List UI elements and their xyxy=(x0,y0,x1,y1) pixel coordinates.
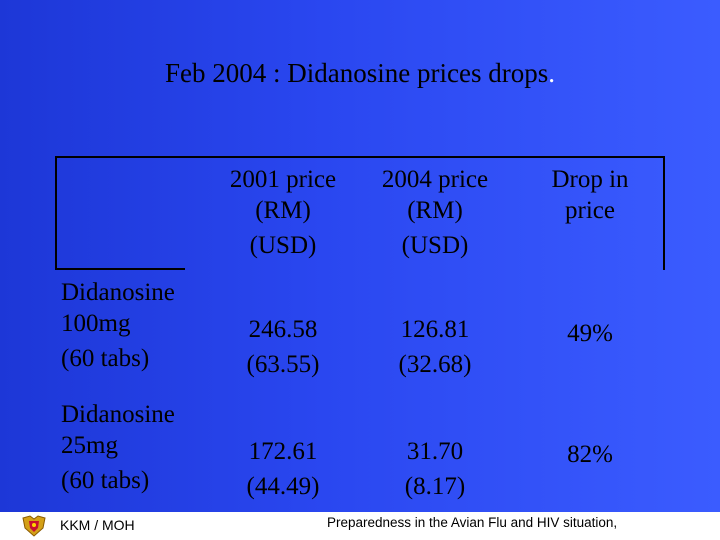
header-2001-line3: (USD) xyxy=(249,232,317,259)
price-table: 2001 price (RM) (USD) 2004 price (RM) (U… xyxy=(55,156,665,516)
row-1-2001-usd: (63.55) xyxy=(246,351,320,378)
header-drop-line1: Drop in xyxy=(551,166,629,193)
header-2004-line3: (USD) xyxy=(401,232,469,259)
table-top-border xyxy=(55,156,665,158)
row-2-2001-price: 172.61 (44.49) xyxy=(203,436,363,502)
row-2-drug-name: Didanosine 25mg (60 tabs) xyxy=(61,399,201,496)
row-1-name-line2: 100mg xyxy=(61,310,131,337)
row-2-drop: 82% xyxy=(510,439,670,470)
row-1-2004-usd: (32.68) xyxy=(398,351,472,378)
row-2-2004-price: 31.70 (8.17) xyxy=(355,436,515,502)
row-1-drop: 49% xyxy=(510,318,670,349)
header-bottom-border xyxy=(55,268,185,270)
row-2-2001-usd: (44.49) xyxy=(246,473,320,500)
header-2004-line2: (RM) xyxy=(407,197,463,224)
header-2001-line1: 2001 price xyxy=(229,166,337,193)
header-2004-line1: 2004 price xyxy=(381,166,489,193)
table-right-border xyxy=(663,156,665,270)
row-1-2004-price: 126.81 (32.68) xyxy=(355,314,515,380)
title-dot: . xyxy=(548,58,555,88)
header-drop-line2: price xyxy=(565,197,615,224)
row-1-name-line1: Didanosine xyxy=(61,279,175,306)
row-2-name-line1: Didanosine xyxy=(61,401,175,428)
row-2-2004-usd: (8.17) xyxy=(404,473,466,500)
org-label: KKM / MOH xyxy=(60,517,135,533)
header-2001-line2: (RM) xyxy=(255,197,311,224)
header-2001-price: 2001 price (RM) (USD) xyxy=(203,164,363,261)
slide-title: Feb 2004 : Didanosine prices drops. xyxy=(0,56,720,90)
footer-bar: KKM / MOH Preparedness in the Avian Flu … xyxy=(0,512,720,540)
row-1-2001-rm: 246.58 xyxy=(248,316,318,343)
title-text: Feb 2004 : Didanosine prices drops xyxy=(165,58,549,88)
footer-caption: Preparedness in the Avian Flu and HIV si… xyxy=(327,515,618,530)
row-2-drop-value: 82% xyxy=(567,441,613,468)
table-left-border xyxy=(55,156,57,270)
row-2-name-line3: (60 tabs) xyxy=(61,467,150,494)
row-2-2004-rm: 31.70 xyxy=(406,438,464,465)
row-1-2004-rm: 126.81 xyxy=(400,316,470,343)
row-2-name-line2: 25mg xyxy=(61,432,118,459)
row-2-2001-rm: 172.61 xyxy=(248,438,318,465)
row-1-drug-name: Didanosine 100mg (60 tabs) xyxy=(61,277,201,374)
row-1-drop-value: 49% xyxy=(567,320,613,347)
row-1-name-line3: (60 tabs) xyxy=(61,345,150,372)
header-drop-in-price: Drop in price xyxy=(510,164,670,226)
crest-icon xyxy=(22,515,46,537)
header-2004-price: 2004 price (RM) (USD) xyxy=(355,164,515,261)
row-1-2001-price: 246.58 (63.55) xyxy=(203,314,363,380)
